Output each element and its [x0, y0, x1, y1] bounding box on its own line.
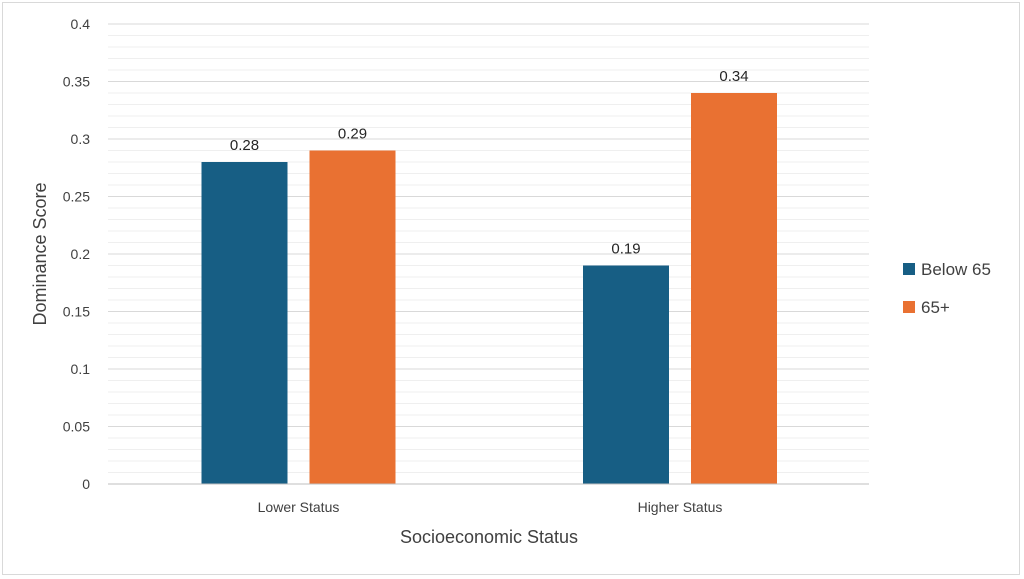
y-axis-title: Dominance Score [30, 182, 50, 325]
legend-label: 65+ [921, 298, 950, 317]
legend: Below 65 65+ [903, 260, 991, 317]
x-category-label: Lower Status [258, 499, 340, 515]
bars [201, 93, 777, 484]
data-labels: 0.28 0.19 0.29 0.34 [230, 68, 749, 258]
y-tick-label: 0.25 [63, 189, 90, 205]
y-tick-label: 0.35 [63, 74, 90, 90]
data-label: 0.28 [230, 137, 259, 154]
x-category-label: Higher Status [638, 499, 723, 515]
y-tick-label: 0.2 [71, 246, 91, 262]
y-tick-label: 0.15 [63, 304, 90, 320]
legend-swatch [903, 301, 915, 313]
bar-65--lower-status [309, 150, 396, 484]
x-axis-title: Socioeconomic Status [400, 527, 578, 547]
y-tick-label: 0.1 [71, 361, 91, 377]
data-label: 0.34 [719, 68, 748, 85]
legend-label: Below 65 [921, 260, 991, 279]
y-axis-ticks: 0 0.05 0.1 0.15 0.2 0.25 0.3 0.35 0.4 [63, 16, 90, 492]
data-label: 0.19 [611, 241, 640, 258]
legend-swatch [903, 263, 915, 275]
data-label: 0.29 [338, 126, 367, 143]
bar-below-65-lower-status [201, 162, 288, 484]
y-tick-label: 0 [82, 476, 90, 492]
bar-below-65-higher-status [583, 265, 669, 484]
y-tick-label: 0.4 [71, 16, 91, 32]
y-tick-label: 0.3 [71, 131, 91, 147]
x-axis-categories: Lower Status Higher Status [258, 499, 723, 515]
bar-65--higher-status [691, 93, 777, 484]
y-tick-label: 0.05 [63, 419, 90, 435]
